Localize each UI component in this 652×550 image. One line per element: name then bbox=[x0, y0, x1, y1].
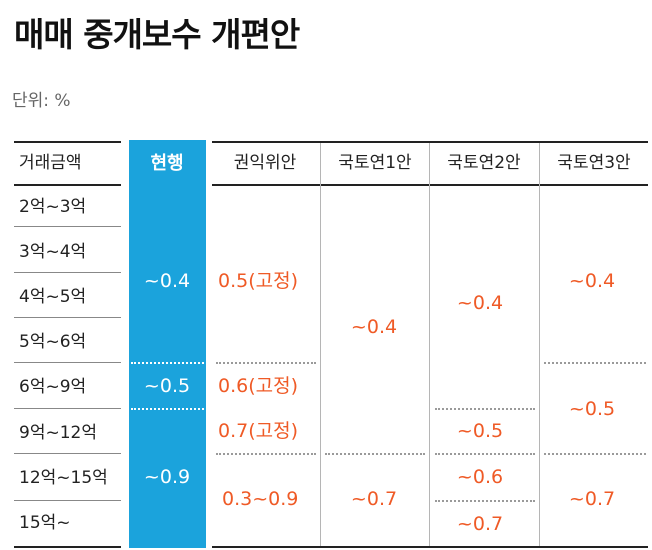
p1-value: 0.7(고정) bbox=[218, 420, 299, 442]
row-divider bbox=[14, 226, 121, 227]
column-divider bbox=[320, 143, 321, 546]
p3-value: ~0.5 bbox=[456, 420, 504, 442]
row-divider bbox=[14, 408, 121, 409]
group-divider bbox=[544, 362, 646, 364]
p3-value: ~0.6 bbox=[456, 466, 504, 488]
row-divider bbox=[14, 317, 121, 318]
bottom-rule-right bbox=[212, 546, 648, 548]
row-amount: 3억~4억 bbox=[19, 242, 87, 262]
unit-label: 단위: % bbox=[12, 91, 71, 111]
p1-value: 0.6(고정) bbox=[218, 375, 299, 397]
group-divider bbox=[216, 453, 316, 455]
current-divider bbox=[131, 408, 204, 410]
current-value: ~0.5 bbox=[143, 375, 191, 397]
top-rule-left bbox=[14, 141, 121, 143]
column-divider bbox=[429, 143, 430, 546]
row-amount: 6억~9억 bbox=[19, 377, 87, 397]
row-amount: 5억~6억 bbox=[19, 332, 87, 352]
header-amount: 거래금액 bbox=[19, 153, 82, 173]
row-amount: 2억~3억 bbox=[19, 197, 87, 217]
p2-value: ~0.7 bbox=[350, 488, 398, 510]
header-p4: 국토연3안 bbox=[557, 153, 631, 173]
group-divider bbox=[435, 500, 535, 502]
top-rule-right bbox=[212, 141, 648, 143]
header-rule-left bbox=[14, 184, 121, 186]
bottom-rule-left bbox=[14, 546, 121, 548]
header-p3: 국토연2안 bbox=[447, 153, 521, 173]
group-divider bbox=[325, 453, 425, 455]
row-amount: 15억~ bbox=[19, 513, 71, 533]
row-divider bbox=[14, 362, 121, 363]
p3-value: ~0.7 bbox=[456, 513, 504, 535]
row-divider bbox=[14, 500, 121, 501]
page-title: 매매 중개보수 개편안 bbox=[14, 15, 300, 54]
p2-value: ~0.4 bbox=[350, 316, 398, 338]
header-rule-right bbox=[212, 184, 648, 186]
row-amount: 12억~15억 bbox=[19, 468, 108, 488]
group-divider bbox=[216, 362, 316, 364]
header-current: 현행 bbox=[150, 153, 184, 174]
p3-value: ~0.4 bbox=[456, 292, 504, 314]
current-divider bbox=[131, 362, 204, 364]
group-divider bbox=[435, 408, 535, 410]
p1-value: 0.5(고정) bbox=[218, 270, 299, 292]
p4-value: ~0.7 bbox=[568, 488, 616, 510]
row-amount: 4억~5억 bbox=[19, 287, 87, 307]
group-divider bbox=[544, 453, 646, 455]
group-divider bbox=[435, 453, 535, 455]
row-divider bbox=[14, 453, 121, 454]
current-value: ~0.4 bbox=[143, 270, 191, 292]
p4-value: ~0.4 bbox=[568, 270, 616, 292]
header-p1: 권익위안 bbox=[233, 153, 297, 173]
row-divider bbox=[14, 272, 121, 273]
current-column-highlight bbox=[129, 140, 206, 548]
current-value: ~0.9 bbox=[143, 466, 191, 488]
column-divider bbox=[539, 143, 540, 546]
row-amount: 9억~12억 bbox=[19, 423, 97, 443]
p1-value: 0.3~0.9 bbox=[222, 488, 299, 510]
header-p2: 국토연1안 bbox=[338, 153, 412, 173]
p4-value: ~0.5 bbox=[568, 398, 616, 420]
